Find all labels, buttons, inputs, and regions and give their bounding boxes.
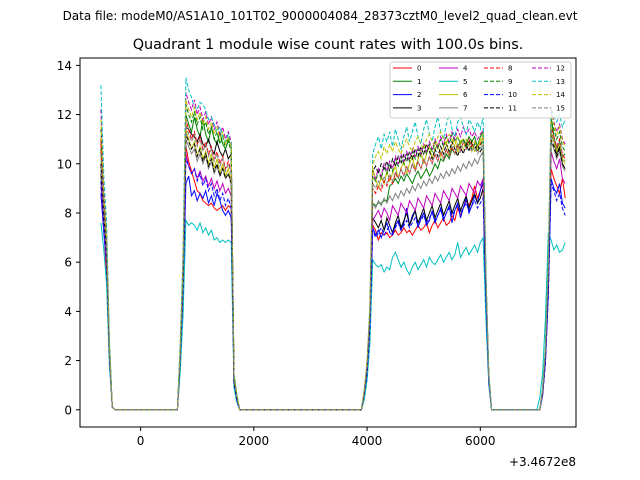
legend-label-4: 4: [463, 65, 468, 73]
legend-label-7: 7: [463, 104, 467, 112]
axes-frame: [79, 57, 577, 428]
y-tick-label: 0: [64, 403, 72, 417]
series-line-1: [100, 114, 566, 411]
series-line-3: [100, 125, 566, 411]
legend-label-1: 1: [417, 78, 421, 86]
legend-label-15: 15: [556, 104, 565, 112]
legend-label-11: 11: [508, 104, 517, 112]
series-line-13: [100, 77, 566, 411]
y-tick-label: 4: [64, 305, 72, 319]
y-tick-label: 12: [57, 108, 72, 122]
series-line-14: [100, 99, 566, 411]
y-tick-label: 10: [57, 157, 72, 171]
y-tick-label: 2: [64, 354, 72, 368]
legend-label-2: 2: [417, 91, 421, 99]
series-line-6: [100, 129, 566, 411]
legend-label-12: 12: [556, 65, 565, 73]
legend-label-10: 10: [508, 91, 517, 99]
legend-label-8: 8: [508, 65, 512, 73]
y-tick-label: 6: [64, 256, 72, 270]
legend-label-6: 6: [463, 91, 468, 99]
legend-label-5: 5: [463, 78, 467, 86]
chart-title: Quadrant 1 module wise count rates with …: [133, 37, 524, 53]
legend-label-0: 0: [417, 65, 421, 73]
series-line-11: [100, 134, 566, 411]
y-tick-label: 14: [57, 59, 72, 73]
series-line-0: [100, 139, 566, 411]
legend-label-13: 13: [556, 78, 565, 86]
y-axis: 0 2 4 6 8 10 12 14: [57, 59, 80, 417]
series-line-5: [100, 218, 566, 411]
x-tick-label: 2000: [239, 434, 270, 448]
y-tick-label: 8: [64, 206, 72, 220]
x-axis: 0 2000 4000 6000: [137, 427, 496, 448]
x-tick-label: 4000: [352, 434, 383, 448]
series-line-2: [100, 175, 566, 411]
legend-label-3: 3: [417, 104, 421, 112]
figure-suptitle: Data file: modeM0/AS1A10_101T02_90000040…: [63, 9, 578, 23]
series-line-15: [100, 124, 566, 411]
x-tick-label: 0: [137, 434, 145, 448]
series-line-4: [100, 151, 566, 411]
legend-label-14: 14: [556, 91, 565, 99]
series-line-10: [100, 158, 566, 411]
plot-lines: [100, 77, 566, 411]
series-line-7: [100, 139, 566, 411]
series-line-8: [100, 119, 566, 411]
series-line-12: [100, 92, 566, 411]
x-offset-label: +3.4672e8: [509, 455, 576, 469]
legend-label-9: 9: [508, 78, 512, 86]
series-line-9: [100, 104, 566, 411]
x-tick-label: 6000: [465, 434, 496, 448]
legend-box: [389, 61, 572, 119]
